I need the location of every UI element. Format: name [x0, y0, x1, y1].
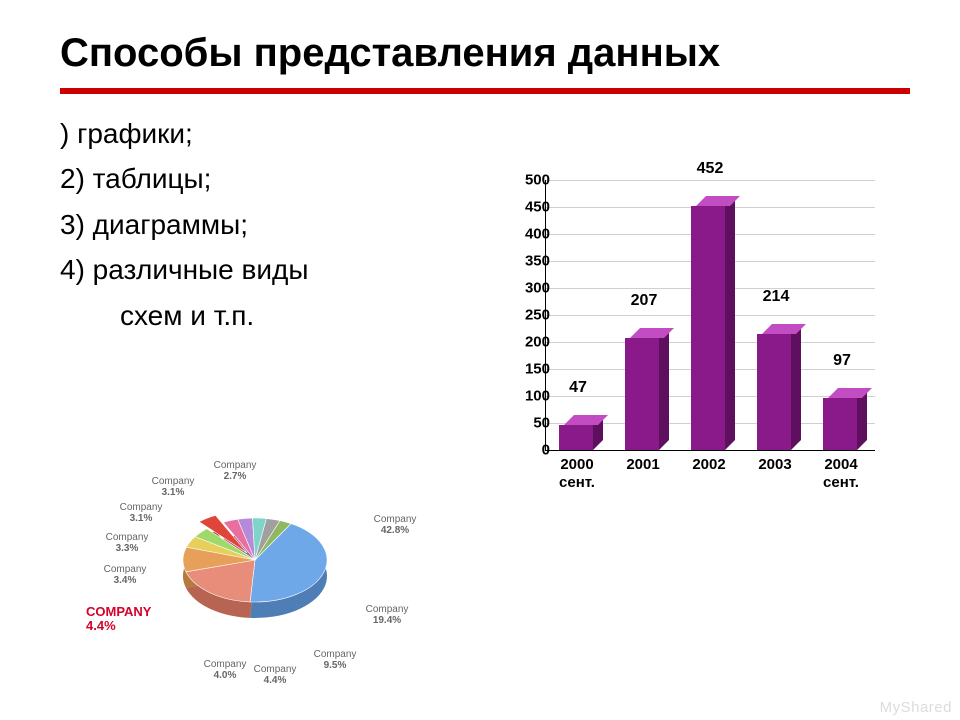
- y-tick-label: 350: [510, 253, 550, 270]
- body-list: ) графики;2) таблицы;3) диаграммы;4) раз…: [60, 112, 480, 337]
- bar-front: [823, 398, 857, 450]
- x-tick-label: 2002: [679, 456, 739, 473]
- x-tick-sublabel: сент.: [547, 474, 607, 491]
- x-tick-label: 2000: [547, 456, 607, 473]
- pie-label-highlight: COMPANY4.4%: [86, 605, 176, 632]
- bar-value-label: 97: [817, 352, 867, 370]
- pie-label: Company9.5%: [300, 650, 370, 671]
- y-tick-label: 300: [510, 280, 550, 297]
- list-item: схем и т.п.: [60, 294, 480, 337]
- bar-side: [659, 328, 669, 450]
- x-tick-label: 2001: [613, 456, 673, 473]
- pie-label: Company2.7%: [200, 461, 270, 482]
- slide: Способы представления данных ) графики;2…: [0, 0, 960, 720]
- bar: 214: [757, 334, 801, 450]
- bar: 47: [559, 425, 603, 450]
- x-tick-label: 2004: [811, 456, 871, 473]
- pie-chart-svg: [170, 505, 340, 635]
- watermark: MyShared: [880, 699, 952, 716]
- y-tick-label: 500: [510, 172, 550, 189]
- gridline: [545, 180, 875, 181]
- x-tick-sublabel: сент.: [811, 474, 871, 491]
- pie-label: Company19.4%: [352, 605, 422, 626]
- pie-label: Company3.3%: [92, 533, 162, 554]
- bar-side: [791, 324, 801, 450]
- bar-value-label: 207: [619, 292, 669, 310]
- bar-chart: 47 207 452 214 97 0 50 100 150 200 250 300 350 400 45…: [490, 180, 890, 500]
- pie-label: Company3.1%: [138, 477, 208, 498]
- bar-front: [691, 206, 725, 450]
- pie-label: Company3.1%: [106, 503, 176, 524]
- pie-label: Company4.0%: [190, 660, 260, 681]
- y-axis: [545, 180, 546, 450]
- y-tick-label: 450: [510, 199, 550, 216]
- bar-value-label: 214: [751, 288, 801, 306]
- pie-label: Company3.4%: [90, 565, 160, 586]
- list-item: 2) таблицы;: [60, 157, 480, 200]
- bar: 207: [625, 338, 669, 450]
- bar-value-label: 47: [553, 379, 603, 397]
- pie-chart: Company42.8% Company19.4% Company9.5% Compa…: [90, 455, 430, 685]
- pie-label: Company42.8%: [360, 515, 430, 536]
- y-tick-label: 200: [510, 334, 550, 351]
- bar-front: [757, 334, 791, 450]
- title-underline: [60, 88, 910, 94]
- list-item: 3) диаграммы;: [60, 203, 480, 246]
- list-item: ) графики;: [60, 112, 480, 155]
- y-tick-label: 150: [510, 361, 550, 378]
- y-tick-label: 100: [510, 388, 550, 405]
- bar-value-label: 452: [685, 160, 735, 178]
- y-tick-label: 50: [510, 415, 550, 432]
- bar-front: [559, 425, 593, 450]
- bar-side: [725, 196, 735, 450]
- x-axis: [545, 450, 875, 451]
- list-item: 4) различные виды: [60, 248, 480, 291]
- x-tick-label: 2003: [745, 456, 805, 473]
- y-tick-label: 400: [510, 226, 550, 243]
- y-tick-label: 250: [510, 307, 550, 324]
- y-tick-label: 0: [510, 442, 550, 459]
- slide-title: Способы представления данных: [60, 30, 910, 76]
- bar-chart-plot: 47 207 452 214 97: [545, 180, 875, 450]
- bar-front: [625, 338, 659, 450]
- bar: 452: [691, 206, 735, 450]
- bar: 97: [823, 398, 867, 450]
